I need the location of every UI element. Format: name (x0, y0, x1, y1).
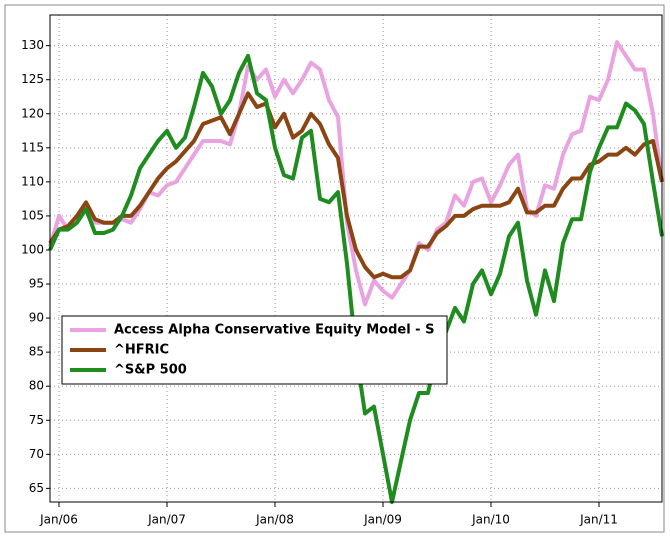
legend-label: Access Alpha Conservative Equity Model -… (114, 323, 434, 338)
outer-frame (4, 4, 665, 533)
y-tick-label: 110 (21, 174, 44, 188)
x-tick-label: Jan/07 (147, 513, 186, 527)
y-tick-label: 120 (21, 106, 44, 120)
legend-label: ^S&P 500 (114, 363, 187, 378)
x-tick-label: Jan/10 (471, 513, 510, 527)
y-tick-label: 70 (29, 447, 44, 461)
y-tick-label: 80 (29, 379, 44, 393)
y-tick-label: 90 (29, 311, 44, 325)
y-tick-label: 100 (21, 242, 44, 256)
x-tick-label: Jan/09 (363, 513, 402, 527)
legend-label: ^HFRIC (114, 343, 169, 358)
y-tick-label: 115 (21, 140, 44, 154)
series-line (48, 91, 664, 280)
y-tick-label: 75 (29, 413, 44, 427)
legend-box (61, 315, 448, 385)
y-tick-label: 130 (21, 38, 44, 52)
y-tick-label: 125 (21, 72, 44, 86)
y-tick-label: 85 (29, 345, 44, 359)
y-tick-label: 65 (29, 481, 44, 495)
plot-frame (49, 14, 663, 503)
x-tick-label: Jan/11 (579, 513, 618, 527)
series-line (48, 40, 664, 307)
y-tick-label: 95 (29, 277, 44, 291)
x-tick-label: Jan/06 (39, 513, 78, 527)
x-tick-label: Jan/08 (255, 513, 294, 527)
y-tick-label: 105 (21, 208, 44, 222)
